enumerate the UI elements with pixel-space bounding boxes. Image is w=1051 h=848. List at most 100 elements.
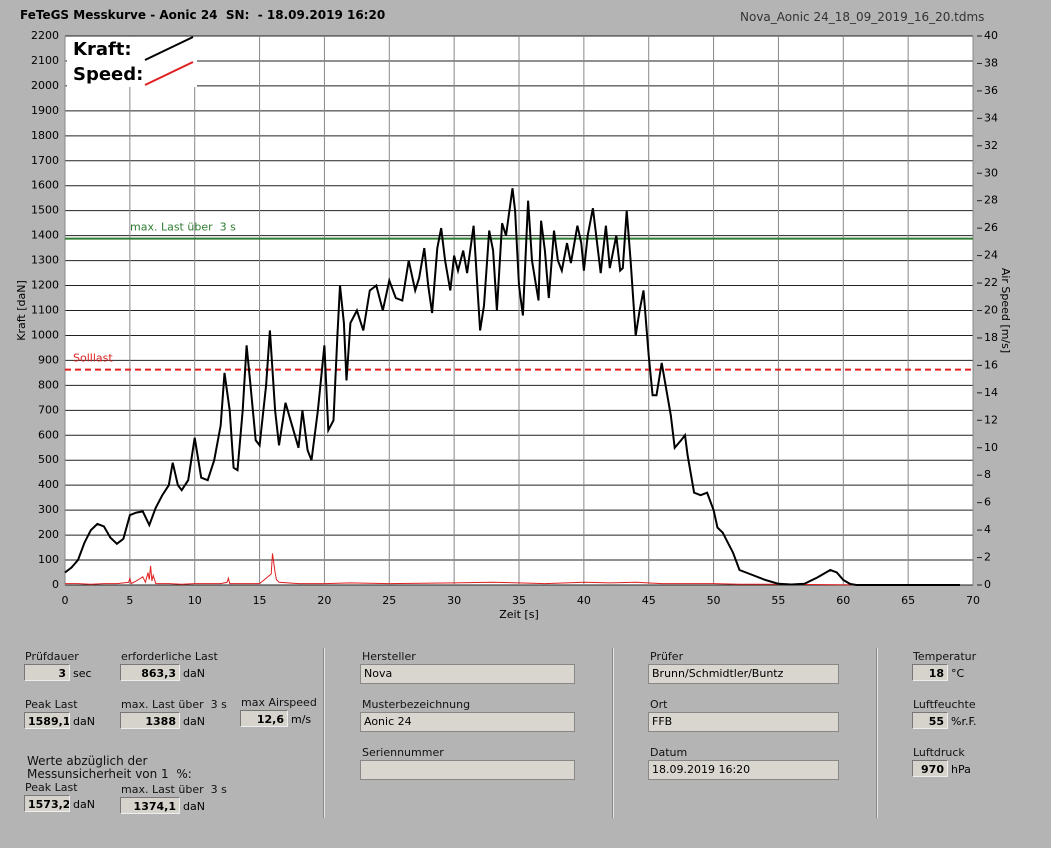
field-label: Seriennummer [362, 746, 444, 759]
x-tick-label: 5 [126, 594, 133, 607]
field-label: Luftdruck [913, 746, 965, 759]
field-value: 3 [24, 664, 70, 681]
y-tick-label: 1200 [31, 279, 59, 292]
field-label: Hersteller [362, 650, 416, 663]
chart: 0100200300400500600700800900100011001200… [15, 29, 1012, 621]
y-tick-label: 100 [38, 553, 59, 566]
field-unit: hPa [951, 763, 971, 776]
field-label: max. Last über 3 s [121, 783, 227, 796]
y2-tick-label: 6 [984, 496, 991, 509]
data-line [65, 553, 960, 586]
x-tick-label: 40 [577, 594, 591, 607]
y-tick-label: 400 [38, 478, 59, 491]
field-value [360, 760, 575, 780]
x-tick-label: 0 [62, 594, 69, 607]
field-unit: daN [73, 715, 95, 728]
field-value: Brunn/Schmidtler/Buntz [648, 664, 839, 684]
y-tick-label: 1700 [31, 154, 59, 167]
y2-tick-label: 18 [984, 331, 998, 344]
legend-label: Speed: [73, 64, 143, 85]
y2-tick-label: 36 [984, 84, 998, 97]
field-label: Datum [650, 746, 688, 759]
separator [612, 648, 614, 818]
x-tick-label: 45 [642, 594, 656, 607]
note: Messunsicherheit von 1 %: [27, 767, 192, 781]
y2-tick-label: 26 [984, 221, 998, 234]
x-tick-label: 35 [512, 594, 526, 607]
y2-tick-label: 8 [984, 468, 991, 481]
y-tick-label: 2100 [31, 54, 59, 67]
field-value: 1589,1 [24, 712, 70, 729]
field-label: Peak Last [25, 781, 78, 794]
x-tick-label: 30 [447, 594, 461, 607]
separator [323, 648, 325, 818]
legend-swatch [144, 36, 194, 61]
field-value: 1374,1 [120, 797, 180, 814]
y2-tick-label: 24 [984, 249, 998, 262]
y-tick-label: 1000 [31, 328, 59, 341]
data-line [64, 188, 960, 586]
x-tick-label: 10 [188, 594, 202, 607]
field-label: max. Last über 3 s [121, 698, 227, 711]
y-tick-label: 2200 [31, 29, 59, 42]
y-tick-label: 1500 [31, 204, 59, 217]
field-value: Nova [360, 664, 575, 684]
note: Werte abzüglich der [27, 754, 148, 768]
field-value: FFB [648, 712, 839, 732]
field-label: Prüfer [650, 650, 684, 663]
y2-tick-label: 20 [984, 304, 998, 317]
field-value: 863,3 [120, 664, 180, 681]
y-tick-label: 1600 [31, 179, 59, 192]
title: FeTeGS Messkurve - Aonic 24 SN: - 18.09.… [20, 8, 386, 22]
field-unit: daN [183, 715, 205, 728]
field-unit: °C [951, 667, 965, 680]
field-unit: daN [183, 667, 205, 680]
field-value: 18 [912, 664, 948, 681]
x-tick-label: 70 [966, 594, 980, 607]
y2-tick-label: 28 [984, 194, 998, 207]
x-tick-label: 50 [707, 594, 721, 607]
y-tick-label: 1900 [31, 104, 59, 117]
y2-tick-label: 14 [984, 386, 998, 399]
y2-tick-label: 2 [984, 551, 991, 564]
y2-tick-label: 22 [984, 276, 998, 289]
field-label: Temperatur [913, 650, 977, 663]
x-tick-label: 20 [317, 594, 331, 607]
y-tick-label: 1800 [31, 129, 59, 142]
field-label: Musterbezeichnung [362, 698, 471, 711]
y-tick-label: 1100 [31, 304, 59, 317]
field-unit: sec [73, 667, 92, 680]
x-axis-label: Zeit [s] [499, 608, 538, 621]
field-unit: %r.F. [951, 715, 977, 728]
y2-tick-label: 32 [984, 139, 998, 152]
field-value: 18.09.2019 16:20 [648, 760, 839, 780]
y-tick-label: 0 [52, 578, 59, 591]
y-tick-label: 1300 [31, 254, 59, 267]
y-tick-label: 600 [38, 428, 59, 441]
legend-label: Kraft: [73, 39, 132, 60]
x-tick-label: 60 [836, 594, 850, 607]
file-name: Nova_Aonic 24_18_09_2019_16_20.tdms [740, 10, 985, 24]
field-label: Peak Last [25, 698, 78, 711]
reference-label: Solllast [73, 352, 113, 365]
field-value: 55 [912, 712, 948, 729]
y2-tick-label: 40 [984, 29, 998, 42]
field-value: Aonic 24 [360, 712, 575, 732]
y2-tick-label: 34 [984, 111, 998, 124]
y-axis-label: Kraft [daN] [15, 280, 28, 341]
y-tick-label: 800 [38, 378, 59, 391]
y-tick-label: 900 [38, 353, 59, 366]
field-value: 1388 [120, 712, 180, 729]
y-tick-label: 500 [38, 453, 59, 466]
y2-tick-label: 0 [984, 578, 991, 591]
y-tick-label: 1400 [31, 229, 59, 242]
y-tick-label: 700 [38, 403, 59, 416]
x-tick-label: 65 [901, 594, 915, 607]
reference-label: max. Last über 3 s [130, 221, 236, 234]
y2-axis-label: Air Speed [m/s] [999, 268, 1012, 353]
x-tick-label: 55 [771, 594, 785, 607]
y2-tick-label: 4 [984, 523, 991, 536]
y2-tick-label: 38 [984, 56, 998, 69]
field-label: erforderliche Last [121, 650, 218, 663]
